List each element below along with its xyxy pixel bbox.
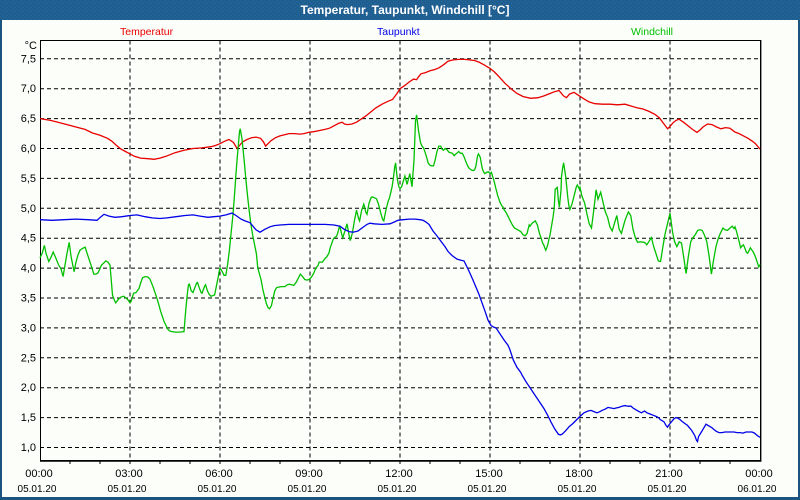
svg-text:06.01.20: 06.01.20	[738, 484, 777, 495]
svg-text:05.01.20: 05.01.20	[468, 484, 507, 495]
svg-text:00:00: 00:00	[25, 468, 53, 480]
svg-text:2,0: 2,0	[21, 382, 36, 394]
svg-text:°C: °C	[25, 40, 37, 52]
svg-text:1,0: 1,0	[21, 442, 36, 454]
svg-text:5,5: 5,5	[21, 173, 36, 185]
svg-text:6,0: 6,0	[21, 143, 36, 155]
svg-text:4,0: 4,0	[21, 263, 36, 275]
svg-text:06:00: 06:00	[205, 468, 233, 480]
svg-text:3,0: 3,0	[21, 322, 36, 334]
svg-text:12:00: 12:00	[385, 468, 413, 480]
svg-text:5,0: 5,0	[21, 203, 36, 215]
svg-text:09:00: 09:00	[295, 468, 323, 480]
svg-text:4,5: 4,5	[21, 233, 36, 245]
svg-text:05.01.20: 05.01.20	[558, 484, 597, 495]
svg-text:3,5: 3,5	[21, 293, 36, 305]
svg-text:2,5: 2,5	[21, 352, 36, 364]
svg-text:6,5: 6,5	[21, 113, 36, 125]
svg-text:1,5: 1,5	[21, 412, 36, 424]
svg-text:7,0: 7,0	[21, 83, 36, 95]
svg-text:7,5: 7,5	[21, 53, 36, 65]
svg-text:21:00: 21:00	[655, 468, 683, 480]
svg-text:18:00: 18:00	[565, 468, 593, 480]
svg-text:05.01.20: 05.01.20	[108, 484, 147, 495]
svg-text:05.01.20: 05.01.20	[648, 484, 687, 495]
svg-text:15:00: 15:00	[475, 468, 503, 480]
svg-text:03:00: 03:00	[115, 468, 143, 480]
svg-text:05.01.20: 05.01.20	[378, 484, 417, 495]
svg-text:05.01.20: 05.01.20	[18, 484, 57, 495]
svg-text:05.01.20: 05.01.20	[288, 484, 327, 495]
svg-text:00:00: 00:00	[745, 468, 773, 480]
svg-text:05.01.20: 05.01.20	[198, 484, 237, 495]
